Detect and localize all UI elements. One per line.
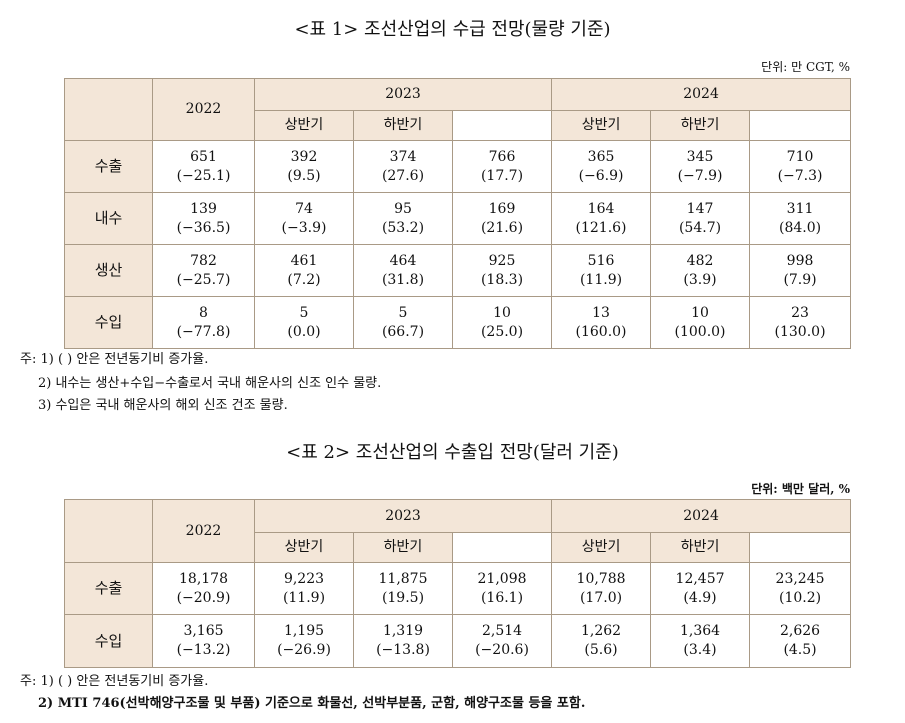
- table-row: 수입 3,165 (−13.2) 1,195 (−26.9) 1,319 (−13.8…: [64, 614, 852, 668]
- table1-header-2023-h1: 상반기: [254, 110, 354, 141]
- table-cell: 392 (9.5): [254, 140, 354, 193]
- table-cell: 365 (−6.9): [551, 140, 652, 193]
- table-cell: 345 (−7.9): [650, 140, 751, 193]
- table1-unit: 단위: 만 CGT, %: [761, 60, 850, 74]
- table2-title: <표 2> 조선산업의 수출입 전망(달러 기준): [286, 442, 619, 463]
- table-cell: 9,223 (11.9): [254, 562, 354, 615]
- table-cell: 2,514 (−20.6): [451, 614, 553, 668]
- table-row: 수입 8 (−77.8) 5 (0.0) 5 (66.7) 10 (25.0) 13 (1…: [64, 296, 852, 349]
- table-cell: 18,178 (−20.9): [152, 562, 255, 615]
- table1-header-2024: 2024: [551, 78, 852, 111]
- table-cell: 464 (31.8): [353, 244, 453, 297]
- table-cell: 23 (130.0): [749, 296, 852, 349]
- table2-unit: 단위: 백만 달러, %: [751, 482, 850, 496]
- table-cell: 11,875 (19.5): [353, 562, 453, 615]
- table-cell: 1,319 (−13.8): [353, 614, 453, 668]
- table2-header-2022: 2022: [152, 499, 255, 563]
- table1-header-2022: 2022: [152, 78, 255, 141]
- table-cell: 21,098 (16.1): [451, 562, 553, 615]
- table-cell: 139 (−36.5): [152, 192, 255, 245]
- table2-header-2023-h1: 상반기: [254, 532, 354, 563]
- table-cell: 2,626 (4.5): [749, 614, 852, 668]
- row-label: 수입: [64, 296, 153, 349]
- table-row: 수출 651 (−25.1) 392 (9.5) 374 (27.6) 766 (17.…: [64, 140, 852, 193]
- table-cell: 1,364 (3.4): [650, 614, 751, 668]
- table1-title: <표 1> 조선산업의 수급 전망(물량 기준): [294, 19, 611, 40]
- table-cell: 164 (121.6): [551, 192, 652, 245]
- table-cell: 74 (−3.9): [254, 192, 354, 245]
- table1-corner: [64, 78, 153, 141]
- table-row: 수출 18,178 (−20.9) 9,223 (11.9) 11,875 (19.5…: [64, 562, 852, 615]
- table-cell: 710 (−7.3): [749, 140, 852, 193]
- table-cell: 374 (27.6): [353, 140, 453, 193]
- table-cell: 482 (3.9): [650, 244, 751, 297]
- table2-header-2024: 2024: [551, 499, 852, 533]
- table-cell: 10,788 (17.0): [551, 562, 652, 615]
- table-cell: 516 (11.9): [551, 244, 652, 297]
- row-label: 생산: [64, 244, 153, 297]
- table1-header-2023: 2023: [253, 78, 553, 111]
- row-label: 수출: [64, 562, 153, 615]
- table-row: 생산 782 (−25.7) 461 (7.2) 464 (31.8) 925 (18.…: [64, 244, 852, 297]
- table1-header-2023-h2: 하반기: [353, 110, 453, 141]
- table2: 2022 2023 2024 상반기 하반기 상반기 하반기 수출 18,178…: [64, 499, 852, 668]
- table2-header-2024-h2: 하반기: [650, 532, 751, 563]
- table-cell: 10 (25.0): [451, 296, 553, 349]
- table-cell: 925 (18.3): [451, 244, 553, 297]
- table-cell: 13 (160.0): [551, 296, 652, 349]
- table2-header-2024-h1: 상반기: [551, 532, 652, 563]
- table-cell: 12,457 (4.9): [650, 562, 751, 615]
- table-cell: 169 (21.6): [451, 192, 553, 245]
- table2-note-1: 주: 1) ( ) 안은 전년동기비 증가율.: [20, 674, 209, 689]
- table-cell: 1,195 (−26.9): [254, 614, 354, 668]
- table-cell: 8 (−77.8): [152, 296, 255, 349]
- table-cell: 998 (7.9): [749, 244, 852, 297]
- row-label: 수입: [64, 614, 153, 668]
- table2-header-2024-total: [749, 532, 852, 563]
- table1-note-2: 2) 내수는 생산+수입−수출로서 국내 해운사의 신조 인수 물량.: [38, 376, 382, 391]
- table-cell: 147 (54.7): [650, 192, 751, 245]
- table-row: 내수 139 (−36.5) 74 (−3.9) 95 (53.2) 169 (21.6…: [64, 192, 852, 245]
- table-cell: 3,165 (−13.2): [152, 614, 255, 668]
- table1-header-2023-total: [451, 110, 553, 141]
- table-cell: 651 (−25.1): [152, 140, 255, 193]
- row-label: 수출: [64, 140, 153, 193]
- table-cell: 95 (53.2): [353, 192, 453, 245]
- table-cell: 23,245 (10.2): [749, 562, 852, 615]
- table-cell: 782 (−25.7): [152, 244, 255, 297]
- table-cell: 5 (0.0): [254, 296, 354, 349]
- table1-header-2024-h1: 상반기: [551, 110, 652, 141]
- table1-header-2024-total: [749, 110, 852, 141]
- table2-corner: [64, 499, 153, 563]
- table2-header-2023-total: [451, 532, 553, 563]
- table-cell: 10 (100.0): [650, 296, 751, 349]
- table-cell: 311 (84.0): [749, 192, 852, 245]
- table2-note-2: 2) MTI 746(선박해양구조물 및 부품) 기준으로 화물선, 선박부분품…: [38, 696, 586, 711]
- table2-header-2023-h2: 하반기: [353, 532, 453, 563]
- table-cell: 1,262 (5.6): [551, 614, 652, 668]
- table1-header-2024-h2: 하반기: [650, 110, 751, 141]
- table-cell: 5 (66.7): [353, 296, 453, 349]
- table-cell: 461 (7.2): [254, 244, 354, 297]
- row-label: 내수: [64, 192, 153, 245]
- table-cell: 766 (17.7): [451, 140, 553, 193]
- table2-header-2023: 2023: [253, 499, 553, 533]
- table1: 2022 2023 2024 상반기 하반기 상반기 하반기 수출 651 (−2…: [64, 78, 852, 349]
- table1-note-1: 주: 1) ( ) 안은 전년동기비 증가율.: [20, 352, 209, 367]
- table1-note-3: 3) 수입은 국내 해운사의 해외 신조 건조 물량.: [38, 398, 288, 413]
